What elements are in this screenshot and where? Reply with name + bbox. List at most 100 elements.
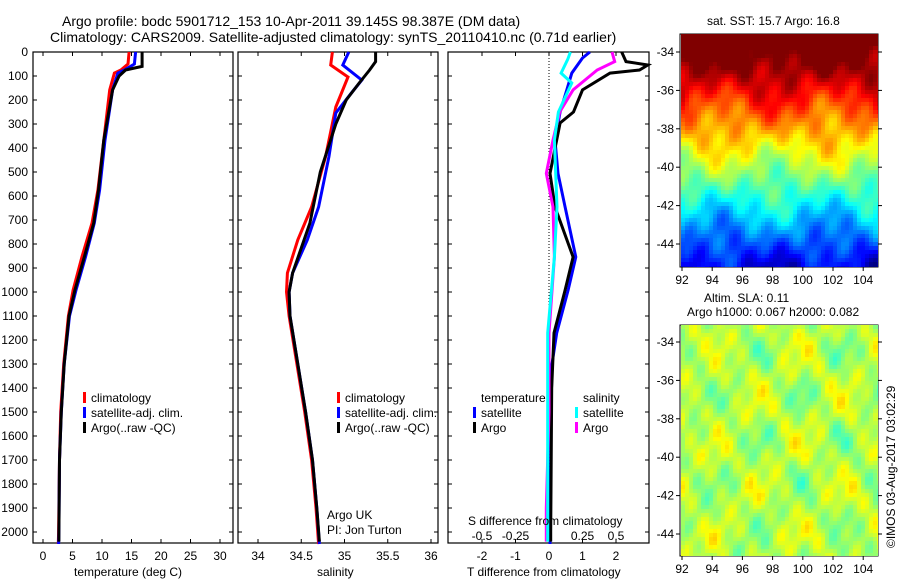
- annotation-argo-uk: Argo UK: [327, 508, 373, 522]
- x-tick-label: 25: [184, 549, 198, 563]
- x-tick-label: 15: [125, 549, 139, 563]
- map-y-tick-label: -34: [657, 45, 675, 59]
- legend-item: Argo(..raw -QC): [83, 421, 183, 436]
- sla-map-subtitle: Argo h1000: 0.067 h2000: 0.082: [687, 305, 860, 319]
- y-tick-label: 0: [21, 45, 28, 59]
- map-x-tick-label: 98: [766, 273, 780, 287]
- title-line-2: Climatology: CARS2009. Satellite-adjuste…: [50, 29, 617, 45]
- legend-label: Argo: [583, 421, 609, 435]
- y-tick-label: 800: [8, 237, 28, 251]
- legend-label: climatology: [91, 391, 152, 405]
- legend-swatch: [337, 392, 340, 403]
- legend-swatch: [473, 422, 476, 433]
- legend-item: satellite: [575, 406, 624, 421]
- x-axis-label-s-diff: S difference from climatology: [468, 514, 623, 528]
- legend-swatch: [337, 422, 340, 433]
- y-tick-label: 400: [8, 141, 28, 155]
- y-tick-label: 1200: [1, 333, 28, 347]
- map-y-tick-label: -38: [657, 412, 675, 426]
- map-x-tick-label: 100: [793, 273, 813, 287]
- map-y-tick-label: -44: [657, 527, 675, 541]
- legend-label: Argo: [481, 421, 507, 435]
- y-tick-label: 1700: [1, 453, 28, 467]
- map-x-tick-label: 94: [706, 273, 720, 287]
- map-y-tick-label: -40: [657, 450, 675, 464]
- map-y-tick-label: -42: [657, 199, 675, 213]
- x-axis-label-salinity: salinity: [317, 565, 354, 579]
- map-y-tick-label: -40: [657, 160, 675, 174]
- x2-tick-label: 0.25: [571, 529, 595, 543]
- y-tick-label: 700: [8, 213, 28, 227]
- legend-item: satellite: [473, 406, 546, 421]
- legend-title: salinity: [583, 391, 620, 405]
- map-y-tick-label: -38: [657, 122, 675, 136]
- legend-item: satellite-adj. clim.: [83, 406, 183, 421]
- legend-item: Argo(..raw -QC): [337, 421, 437, 436]
- sst-map-title: sat. SST: 15.7 Argo: 16.8: [707, 14, 840, 28]
- x-tick-label: 35.5: [376, 549, 400, 563]
- temperature-legend: climatology satellite-adj. clim. Argo(..…: [83, 391, 183, 436]
- x-tick-label: 34: [251, 549, 265, 563]
- legend-label: Argo(..raw -QC): [345, 421, 430, 435]
- y-tick-label: 200: [8, 93, 28, 107]
- salinity-legend: climatology satellite-adj. clim. Argo(..…: [337, 391, 437, 436]
- x-tick-label: 10: [95, 549, 109, 563]
- legend-swatch: [337, 407, 340, 418]
- legend-label: climatology: [345, 391, 406, 405]
- legend-item: satellite-adj. clim.: [337, 406, 437, 421]
- legend-swatch: [83, 392, 86, 403]
- x-tick-label: 0: [546, 549, 553, 563]
- x-tick-label: -2: [477, 549, 488, 563]
- legend-swatch: [473, 407, 476, 418]
- legend-title: temperature: [481, 391, 546, 405]
- map-x-tick-label: 96: [736, 562, 750, 576]
- legend-item: climatology: [337, 391, 437, 406]
- x-tick-label: 1: [579, 549, 586, 563]
- map-x-tick-label: 92: [675, 273, 689, 287]
- x-tick-label: 0: [40, 549, 47, 563]
- y-tick-label: 1600: [1, 429, 28, 443]
- legend-swatch: [575, 422, 578, 433]
- map-x-tick-label: 94: [706, 562, 720, 576]
- series-line-argo-raw-qc-: [57, 52, 144, 542]
- map-x-tick-label: 100: [793, 562, 813, 576]
- map-y-tick-label: -44: [657, 237, 675, 251]
- x2-tick-label: -0.5: [472, 529, 493, 543]
- x-tick-label: 35: [338, 549, 352, 563]
- y-tick-label: 1300: [1, 357, 28, 371]
- imos-credit: ©IMOS 03-Aug-2017 03:02:29: [884, 385, 898, 548]
- y-tick-label: 1000: [1, 285, 28, 299]
- x-axis-label-temperature: temperature (deg C): [74, 565, 183, 579]
- legend-label: satellite-adj. clim.: [345, 406, 438, 420]
- y-tick-label: 1400: [1, 381, 28, 395]
- series-line-satellite-adj-clim-: [287, 51, 364, 545]
- y-tick-label: 1500: [1, 405, 28, 419]
- x-tick-label: 5: [69, 549, 76, 563]
- plot-frame: [32, 51, 234, 544]
- legend-swatch: [83, 422, 86, 433]
- y-tick-label: 100: [8, 69, 28, 83]
- y-tick-label: 900: [8, 261, 28, 275]
- map-x-tick-label: 102: [823, 562, 843, 576]
- x2-tick-label: -0.25: [502, 529, 530, 543]
- annotation-pi: PI: Jon Turton: [327, 523, 402, 537]
- series-line-t-argo: [548, 51, 653, 542]
- sla-map: [681, 325, 878, 556]
- legend-label: Argo(..raw -QC): [91, 421, 176, 435]
- series-line-s-satellite: [546, 51, 574, 542]
- y-tick-label: 2000: [1, 525, 28, 539]
- legend-item: climatology: [83, 391, 183, 406]
- legend-swatch: [83, 407, 86, 418]
- legend-item: Argo: [575, 421, 624, 436]
- sst-map: [681, 34, 878, 267]
- x-tick-label: 20: [154, 549, 168, 563]
- y-tick-label: 300: [8, 117, 28, 131]
- diff-salinity-legend: salinity satellite Argo: [575, 391, 624, 436]
- map-y-tick-label: -42: [657, 489, 675, 503]
- map-y-tick-label: -36: [657, 373, 675, 387]
- map-x-tick-label: 104: [853, 273, 873, 287]
- map-x-tick-label: 104: [853, 562, 873, 576]
- series-line-climatology: [56, 51, 131, 545]
- y-tick-label: 1900: [1, 501, 28, 515]
- series-line-argo-raw-qc-: [287, 52, 378, 542]
